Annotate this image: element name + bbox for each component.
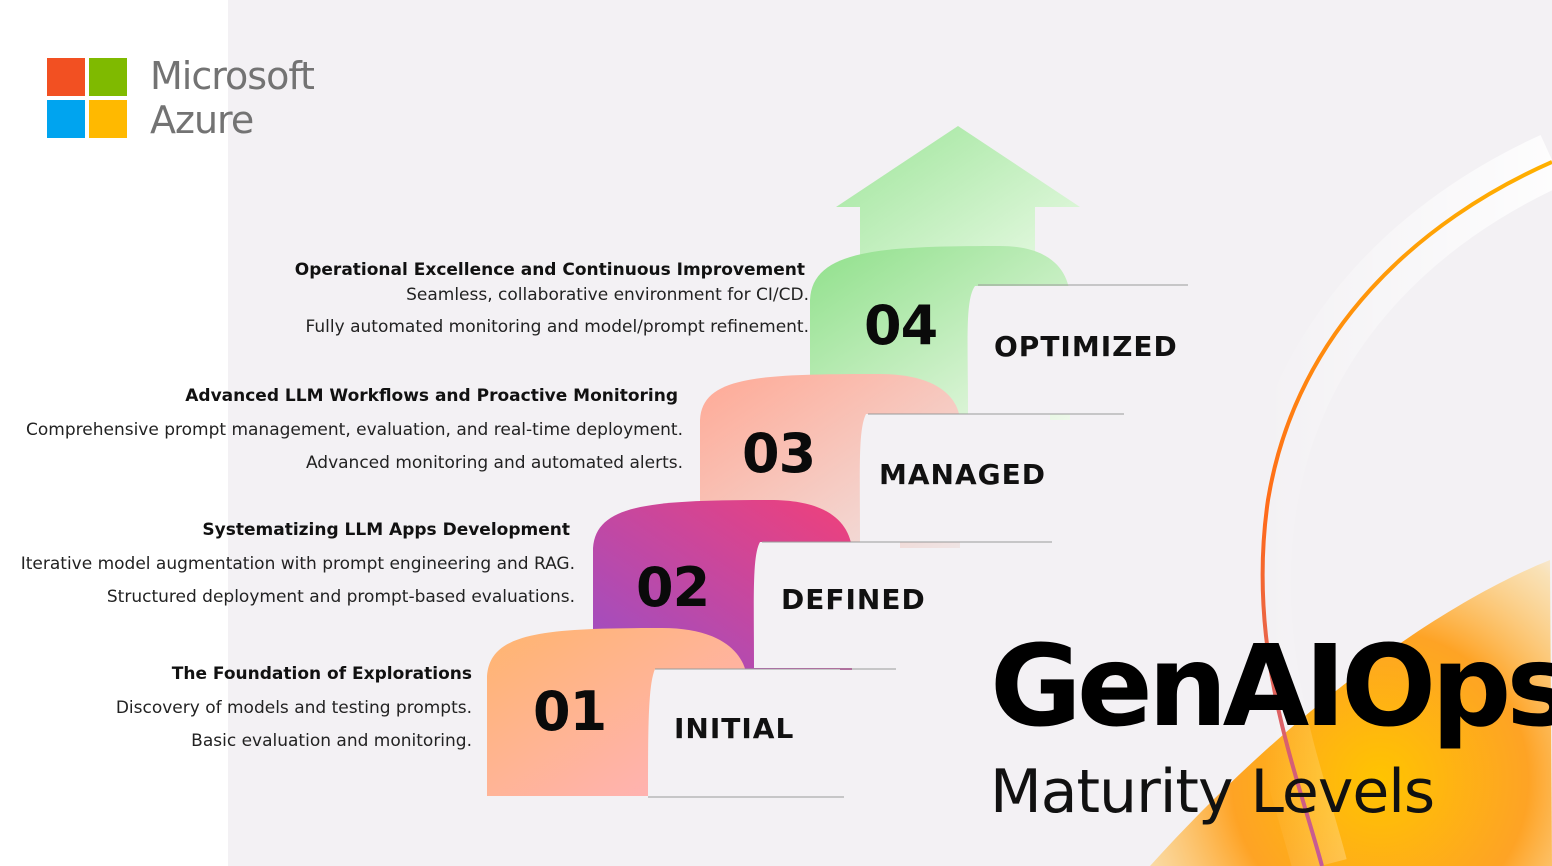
step-01-panel — [648, 669, 840, 797]
level-01-name: INITIAL — [674, 712, 795, 745]
level-01-number: 01 — [533, 680, 607, 743]
level-01-line-2: Basic evaluation and monitoring. — [191, 731, 472, 751]
level-04-line-2: Fully automated monitoring and model/pro… — [305, 317, 809, 337]
level-03-line-1: Comprehensive prompt management, evaluat… — [26, 420, 683, 440]
level-04-name: OPTIMIZED — [994, 330, 1178, 363]
step-04-panel — [967, 286, 1125, 414]
logo-square-yellow — [89, 100, 127, 138]
level-02-line-2: Structured deployment and prompt-based e… — [106, 587, 575, 607]
level-04-line-1: Seamless, collaborative environment for … — [406, 285, 809, 305]
level-04-title: Operational Excellence and Continuous Im… — [294, 260, 805, 280]
hero-subtitle: Maturity Levels — [990, 757, 1435, 827]
brand-name: Microsoft Azure — [150, 54, 315, 142]
level-02-number: 02 — [636, 556, 710, 619]
level-03-title: Advanced LLM Workflows and Proactive Mon… — [185, 386, 678, 406]
logo-square-green — [89, 58, 127, 96]
level-02-line-1: Iterative model augmentation with prompt… — [20, 554, 575, 574]
level-01-line-1: Discovery of models and testing prompts. — [115, 698, 472, 718]
level-01-title: The Foundation of Explorations — [171, 664, 472, 684]
brand-line-2: Azure — [150, 98, 254, 142]
orange-swoosh — [1260, 160, 1552, 866]
level-03-name: MANAGED — [879, 458, 1046, 491]
logo-square-blue — [47, 100, 85, 138]
level-03-number: 03 — [742, 422, 816, 485]
level-02-title: Systematizing LLM Apps Development — [202, 520, 570, 540]
step-02-panel — [753, 542, 900, 668]
level-03-line-2: Advanced monitoring and automated alerts… — [305, 453, 683, 473]
level-04-number: 04 — [864, 294, 938, 357]
step-03-panel — [859, 414, 1050, 542]
brand-line-1: Microsoft — [150, 54, 315, 98]
logo-square-red — [47, 58, 85, 96]
level-02-name: DEFINED — [781, 583, 926, 616]
hero-title: GenAIOps — [990, 622, 1552, 752]
warm-glow-shape — [1150, 560, 1552, 866]
